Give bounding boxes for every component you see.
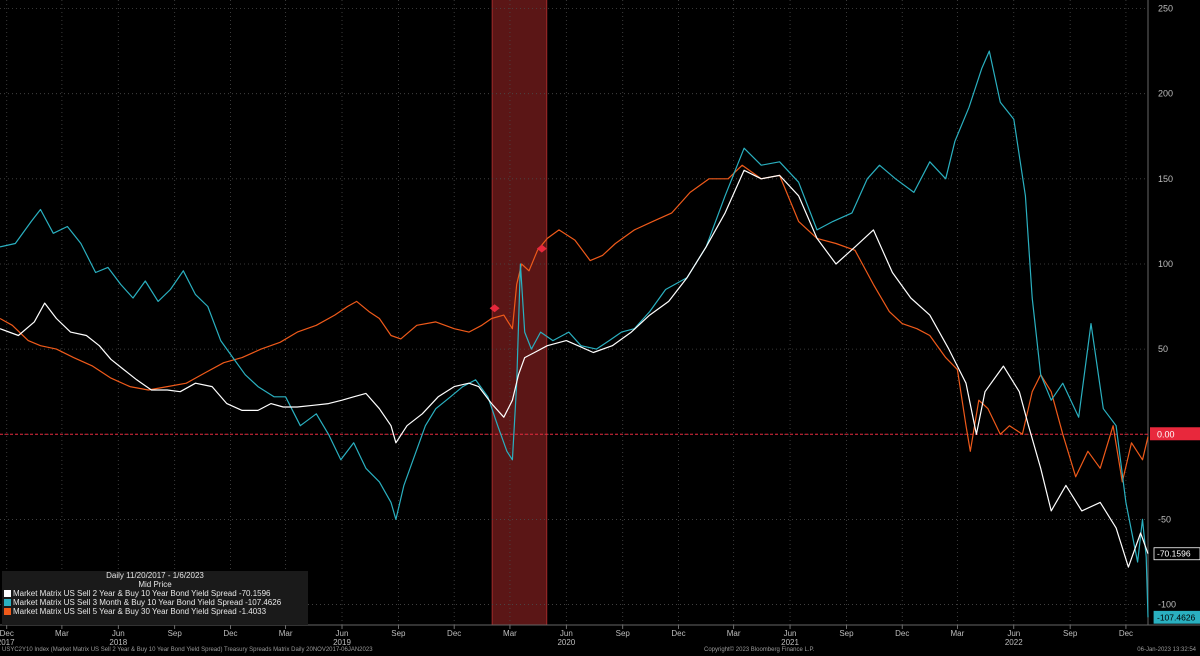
last-value-tag [1153, 610, 1200, 624]
x-tick-label: Sep [168, 629, 183, 638]
footer-copyright: Copyright© 2023 Bloomberg Finance L.P. [704, 647, 815, 653]
x-tick-label: Sep [391, 629, 406, 638]
zero-value-label: 0.00 [1157, 429, 1175, 439]
event-marker [489, 304, 500, 313]
legend-label-2y10y: Market Matrix US Sell 2 Year & Buy 10 Ye… [13, 589, 271, 598]
x-tick-label: Dec [1119, 629, 1133, 638]
x-year-label: 2022 [1005, 638, 1023, 647]
series-2y10y-line [0, 169, 1149, 568]
y-tick-label: 250 [1158, 4, 1173, 14]
x-tick-label: Sep [616, 629, 631, 638]
y-tick-label: 50 [1158, 344, 1168, 354]
legend-date-range: Daily 11/20/2017 - 1/6/2023 [106, 571, 204, 580]
event-marker [536, 244, 547, 253]
x-tick-label: Mar [950, 629, 964, 638]
x-year-label: 2018 [109, 638, 127, 647]
x-tick-label: Dec [0, 629, 14, 638]
x-tick-label: Dec [223, 629, 237, 638]
x-tick-label: Mar [727, 629, 741, 638]
y-tick-label: -50 [1158, 514, 1171, 524]
last-value-label: -70.1596 [1157, 549, 1191, 559]
last-value-label: -107.4626 [1157, 612, 1196, 622]
y-tick-label: -100 [1158, 600, 1176, 610]
x-tick-label: Dec [895, 629, 909, 638]
x-tick-label: Mar [279, 629, 293, 638]
x-tick-label: Dec [671, 629, 685, 638]
legend-swatch-5y30y [4, 608, 11, 615]
x-tick-label: Jun [784, 629, 797, 638]
legend-item-2y10y: Market Matrix US Sell 2 Year & Buy 10 Ye… [2, 589, 308, 598]
y-tick-label: 100 [1158, 259, 1173, 269]
x-year-label: 2020 [557, 638, 575, 647]
legend-item-5y30y: Market Matrix US Sell 5 Year & Buy 30 Ye… [2, 607, 308, 616]
x-year-label: 2017 [0, 638, 15, 647]
legend-swatch-3m10y [4, 599, 11, 606]
x-tick-label: Dec [447, 629, 461, 638]
legend-price-type: Mid Price [138, 580, 172, 589]
series-5y30y-line [0, 164, 1149, 483]
x-tick-label: Sep [1063, 629, 1078, 638]
legend-label-5y30y: Market Matrix US Sell 5 Year & Buy 30 Ye… [13, 607, 267, 616]
plot-area [0, 0, 1148, 625]
last-value-tag [1153, 547, 1200, 561]
legend-label-3m10y: Market Matrix US Sell 3 Month & Buy 10 Y… [13, 598, 282, 607]
legend-item-3m10y: Market Matrix US Sell 3 Month & Buy 10 Y… [2, 598, 308, 607]
x-tick-label: Jun [560, 629, 573, 638]
footer-description: USYC2Y10 Index (Market Matrix US Sell 2 … [2, 647, 373, 653]
x-year-label: 2021 [781, 638, 799, 647]
x-tick-label: Mar [55, 629, 69, 638]
chart-legend: Daily 11/20/2017 - 1/6/2023 Mid Price Ma… [2, 571, 308, 625]
x-year-label: 2019 [333, 638, 351, 647]
legend-swatch-2y10y [4, 590, 11, 597]
footer-timestamp: 06-Jan-2023 13:32:54 [1137, 647, 1196, 653]
x-tick-label: Jun [112, 629, 125, 638]
y-tick-label: 200 [1158, 89, 1173, 99]
series-3m10y-line [0, 50, 1149, 618]
x-tick-label: Sep [839, 629, 854, 638]
zero-value-tag [1150, 427, 1200, 441]
x-tick-label: Jun [336, 629, 349, 638]
y-tick-label: 150 [1158, 174, 1173, 184]
x-tick-label: Mar [503, 629, 517, 638]
x-tick-label: Jun [1007, 629, 1020, 638]
